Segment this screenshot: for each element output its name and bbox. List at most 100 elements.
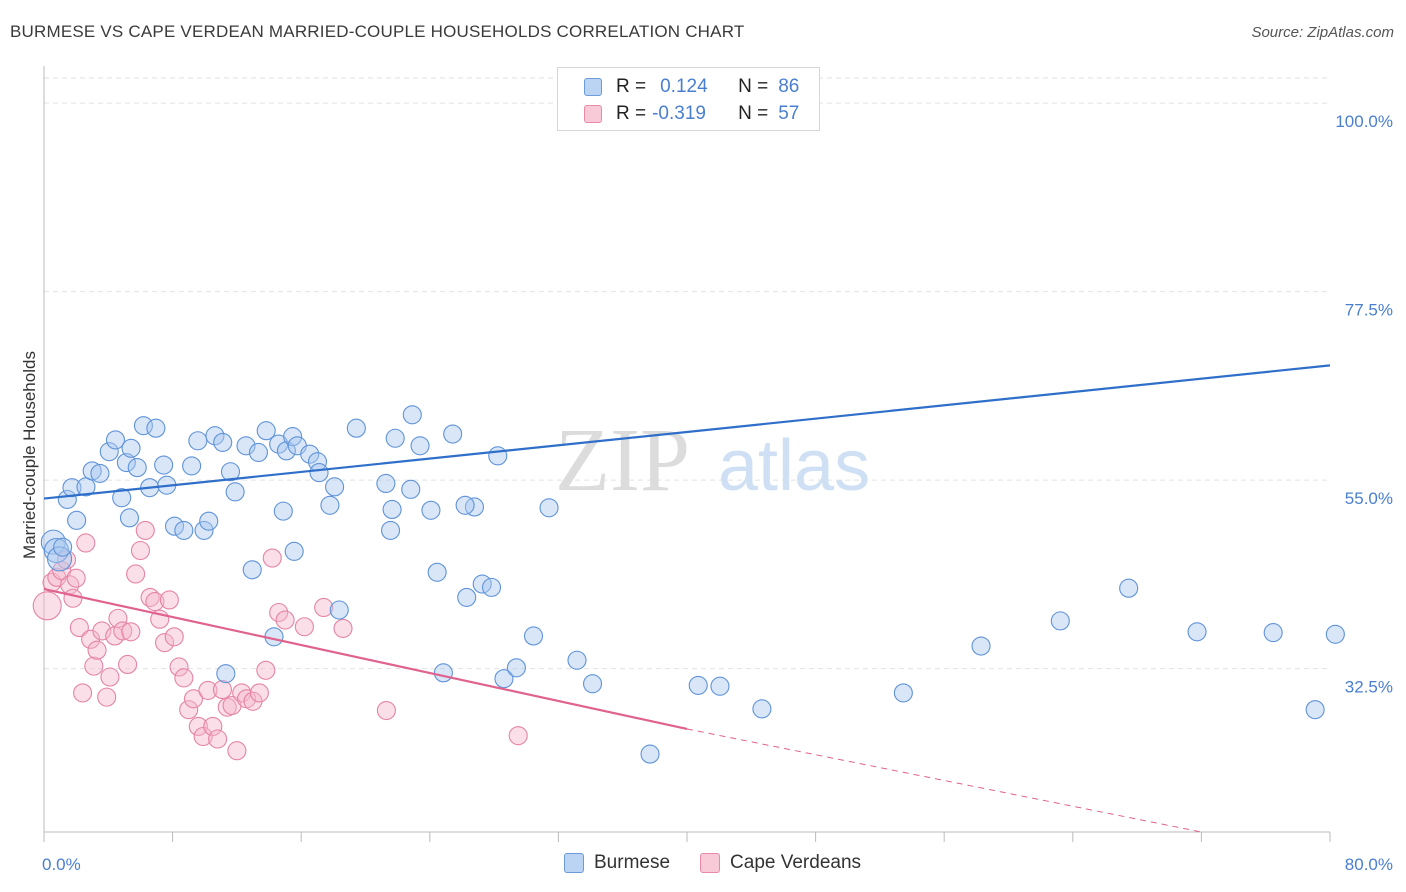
burmese-point — [194, 520, 214, 540]
burmese-point — [421, 500, 441, 520]
y-tick-label: 77.5% — [1345, 301, 1393, 320]
burmese-point — [1305, 700, 1325, 720]
cape-verdeans-points — [32, 520, 528, 761]
axes — [43, 66, 1331, 842]
burmese-point — [309, 463, 329, 483]
source-label: Source: ZipAtlas.com — [1251, 24, 1394, 41]
x-tick-label-max: 80.0% — [1345, 855, 1393, 874]
legend-n-label: N = — [738, 103, 769, 124]
burmese-point — [300, 444, 320, 464]
legend-swatch-burmese — [584, 78, 602, 96]
cape-verdeans-point — [256, 660, 276, 680]
burmese-point — [225, 482, 245, 502]
burmese-point — [640, 744, 660, 764]
cape-verdeans-point — [193, 726, 213, 747]
burmese-point — [539, 498, 559, 518]
legend-r-value: -0.319 — [652, 103, 706, 124]
burmese-point — [256, 421, 276, 441]
burmese-point — [205, 426, 225, 446]
cape-verdeans-point — [212, 680, 232, 700]
cape-verdeans-point — [208, 729, 228, 749]
legend-row-burmese: R = 0.124 N = 86 — [584, 75, 799, 99]
burmese-point — [1325, 624, 1345, 644]
burmese-point — [188, 431, 208, 451]
burmese-point — [567, 650, 587, 670]
gridlines — [44, 77, 1330, 670]
cape-verdeans-point — [174, 668, 194, 688]
burmese-point — [402, 405, 422, 425]
legend-r-label: R = — [616, 103, 647, 124]
cape-verdeans-regression-extension — [686, 728, 1202, 833]
burmese-point — [284, 541, 304, 561]
burmese-point — [433, 663, 453, 683]
y-tick-label: 32.5% — [1345, 678, 1393, 697]
burmese-point — [427, 562, 447, 582]
burmese-point — [116, 452, 136, 473]
burmese-point — [1119, 578, 1139, 598]
cape-verdeans-point — [183, 689, 204, 709]
burmese-point — [481, 577, 502, 597]
legend-n-label: N = — [738, 76, 769, 97]
cape-verdeans-point — [73, 683, 93, 703]
burmese-point — [401, 479, 421, 499]
cape-verdeans-point — [203, 716, 223, 736]
burmese-point — [242, 560, 262, 580]
burmese-point — [53, 537, 73, 557]
burmese-point — [164, 516, 185, 536]
burmese-point — [1187, 622, 1207, 642]
cape-verdeans-point — [376, 700, 396, 721]
correlation-legend: R = 0.124 N = 86 R = -0.319 N = 57 — [557, 67, 820, 131]
series-label-burmese: Burmese — [594, 852, 671, 873]
series-legend-cape-verdeans[interactable]: Cape Verdeans — [700, 852, 861, 874]
cape-verdeans-point — [275, 610, 295, 630]
legend-n-value: 86 — [778, 76, 800, 97]
burmese-point — [67, 510, 87, 530]
burmese-point — [1263, 623, 1283, 643]
burmese-point — [220, 462, 241, 482]
burmese-point — [688, 675, 708, 695]
burmese-point — [382, 499, 402, 520]
burmese-point — [410, 436, 430, 456]
burmese-point — [380, 520, 401, 540]
cape-verdeans-point — [32, 591, 62, 621]
cape-verdeans-point — [130, 540, 150, 561]
burmese-point — [283, 427, 303, 447]
burmese-point — [385, 428, 405, 448]
y-tick-label: 100.0% — [1335, 112, 1393, 131]
x-tick-label-min: 0.0% — [42, 855, 81, 874]
cape-verdeans-point — [169, 657, 189, 677]
watermark-zip: ZIP — [555, 411, 690, 510]
cape-verdeans-point — [126, 564, 146, 584]
burmese-point — [971, 636, 991, 656]
burmese-point — [146, 418, 166, 438]
cape-verdeans-point — [164, 627, 184, 647]
burmese-point — [376, 473, 396, 494]
burmese-point — [457, 587, 477, 607]
burmese-point — [893, 683, 913, 703]
cape-verdeans-point — [294, 617, 314, 637]
burmese-point — [320, 495, 340, 515]
cape-verdeans-point — [69, 618, 89, 638]
series-legend-burmese[interactable]: Burmese — [564, 852, 670, 874]
cape-verdeans-point — [508, 726, 528, 746]
cape-verdeans-point — [97, 687, 117, 707]
burmese-point — [90, 463, 110, 483]
cape-verdeans-point — [262, 548, 282, 568]
cape-verdeans-point — [249, 683, 269, 703]
cape-verdeans-point — [84, 656, 104, 676]
cape-verdeans-point — [63, 588, 83, 608]
series-label-cape-verdeans: Cape Verdeans — [730, 852, 862, 873]
burmese-point — [213, 432, 233, 452]
burmese-point — [121, 438, 141, 458]
legend-n-value: 57 — [778, 103, 800, 124]
cape-verdeans-point — [66, 568, 86, 588]
cape-verdeans-point — [87, 640, 107, 660]
burmese-point — [82, 461, 102, 481]
burmese-point — [455, 495, 475, 515]
legend-row-cape-verdeans: R = -0.319 N = 57 — [584, 102, 799, 126]
burmese-point — [583, 674, 603, 694]
cape-verdeans-point — [269, 602, 289, 623]
burmese-point — [105, 430, 126, 450]
cape-verdeans-point — [76, 533, 96, 553]
burmese-points — [40, 405, 1345, 764]
